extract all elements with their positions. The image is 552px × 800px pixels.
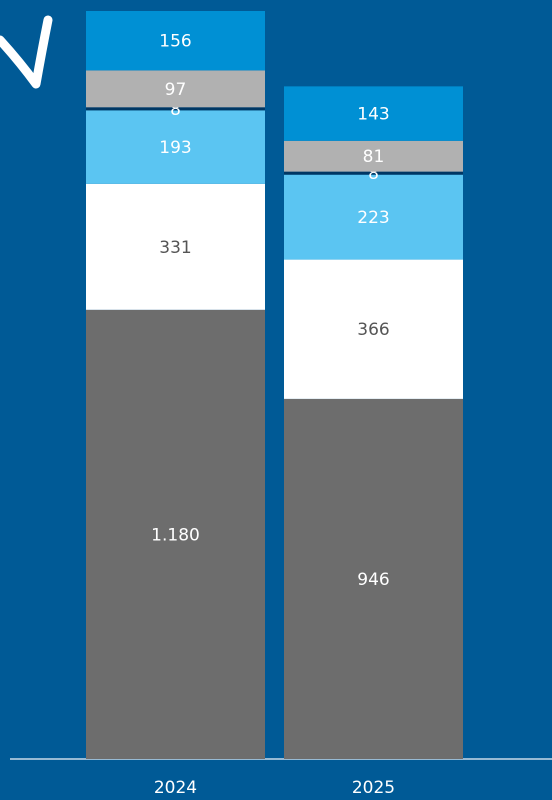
bar-segment (86, 107, 265, 111)
data-label: 97 (165, 80, 187, 100)
bar-segment (284, 398, 463, 759)
data-label: 81 (363, 147, 385, 167)
bar-segment (284, 86, 463, 141)
bar-segment (86, 183, 265, 310)
bar-segment (284, 140, 463, 172)
data-label: 8 (368, 164, 379, 184)
bar-segment (284, 174, 463, 260)
bar-segment (86, 110, 265, 184)
arrow-decoration (0, 15, 53, 89)
x-tick-label: 2025 (352, 778, 395, 798)
data-label: 223 (357, 208, 389, 228)
bar-segment (86, 70, 265, 108)
data-label: 156 (159, 32, 191, 52)
data-label: 946 (357, 570, 389, 590)
bar-segment (284, 171, 463, 175)
x-tick-label: 2024 (154, 778, 197, 798)
data-label: 193 (159, 138, 191, 158)
bar-segment (86, 11, 265, 71)
data-label: 366 (357, 320, 389, 340)
data-label: 331 (159, 238, 191, 258)
data-label: 1.180 (151, 525, 200, 545)
bar-segment (284, 259, 463, 399)
data-label: 8 (170, 100, 181, 120)
data-label: 143 (357, 105, 389, 125)
bar-segment (86, 309, 265, 759)
